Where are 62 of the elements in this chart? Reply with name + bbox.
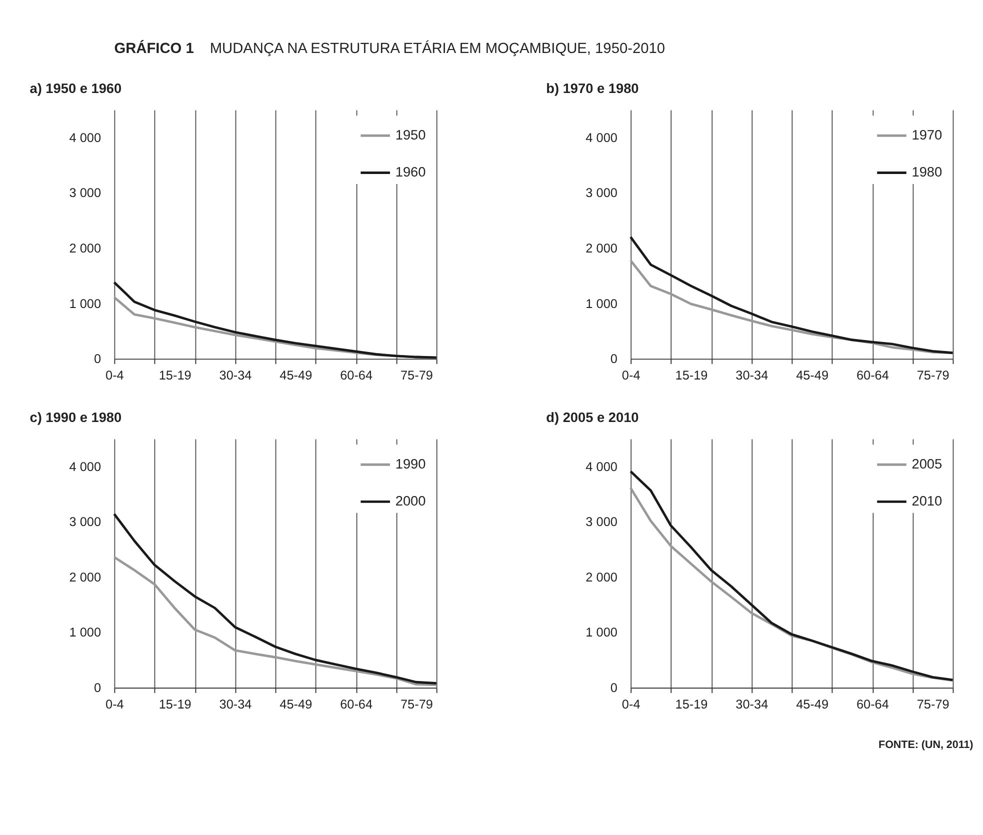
x-tick-label: 45-49	[796, 698, 829, 712]
legend-label: 1960	[395, 164, 426, 180]
chart-title: c) 1990 e 1980	[30, 410, 122, 426]
y-tick-label: 1 000	[586, 296, 618, 311]
y-tick-label: 2 000	[586, 241, 618, 256]
y-tick-label: 1 000	[586, 626, 618, 640]
chart-title: b) 1970 e 1980	[546, 81, 640, 96]
text: GRÁFICO 1	[114, 40, 194, 58]
x-tick-label: 75-79	[400, 368, 433, 383]
x-tick-label: 75-79	[400, 698, 433, 712]
x-tick-label: 30-34	[736, 368, 768, 383]
x-tick-label: 30-34	[219, 368, 252, 383]
y-tick-label: 3 000	[586, 515, 618, 530]
y-tick-label: 0	[94, 681, 102, 696]
chart-title: d) 2005 e 2010	[546, 410, 640, 426]
x-tick-label: 15-19	[675, 368, 708, 383]
x-tick-label: 15-19	[158, 698, 192, 712]
legend-label: 2010	[912, 494, 943, 509]
y-tick-label: 0	[610, 681, 618, 696]
x-tick-label: 0-4	[622, 698, 640, 712]
x-tick-label: 0-4	[106, 698, 124, 712]
legend-label: 1950	[395, 128, 426, 143]
chart-title: a) 1950 e 1960	[30, 81, 122, 96]
y-tick-label: 0	[94, 352, 102, 366]
x-tick-label: 60-64	[856, 698, 889, 712]
y-tick-label: 4 000	[69, 460, 102, 474]
y-tick-label: 4 000	[69, 130, 102, 145]
line-series	[112, 512, 438, 684]
y-tick-label: 2 000	[586, 570, 618, 584]
legend-label: 2000	[395, 494, 426, 509]
legend-label: 1980	[912, 164, 943, 180]
source-note: FONTE: (UN, 2011)	[878, 739, 974, 752]
y-tick-label: 4 000	[586, 130, 618, 145]
line-series	[112, 556, 438, 686]
legend-label: 2005	[912, 456, 943, 472]
x-tick-label: 45-49	[796, 368, 829, 383]
x-tick-label: 75-79	[916, 698, 950, 712]
x-tick-label: 45-49	[280, 698, 312, 712]
x-tick-label: 60-64	[340, 368, 373, 383]
x-tick-label: 30-34	[219, 698, 252, 712]
x-tick-label: 45-49	[280, 368, 312, 383]
x-tick-label: 0-4	[622, 368, 640, 383]
x-tick-label: 15-19	[675, 698, 708, 712]
y-tick-label: 3 000	[69, 515, 102, 530]
y-tick-label: 2 000	[69, 241, 102, 256]
y-tick-label: 3 000	[586, 186, 618, 200]
x-tick-label: 30-34	[736, 698, 768, 712]
line-series	[629, 236, 954, 354]
x-tick-label: 75-79	[916, 368, 950, 383]
x-tick-label: 60-64	[856, 368, 889, 383]
y-tick-label: 1 000	[69, 626, 102, 640]
text: MUDANÇA NA ESTRUTURA ETÁRIA EM MOÇAMBIQUE, 1950-2010	[210, 40, 665, 58]
y-tick-label: 1 000	[69, 296, 102, 311]
x-tick-label: 60-64	[340, 698, 373, 712]
legend-label: 1990	[395, 456, 426, 472]
x-tick-label: 0-4	[106, 368, 124, 383]
legend-label: 1970	[912, 128, 943, 143]
y-tick-label: 4 000	[586, 460, 618, 474]
y-tick-label: 2 000	[69, 570, 102, 584]
y-tick-label: 3 000	[69, 186, 102, 200]
x-tick-label: 15-19	[158, 368, 192, 383]
y-tick-label: 0	[610, 352, 618, 366]
